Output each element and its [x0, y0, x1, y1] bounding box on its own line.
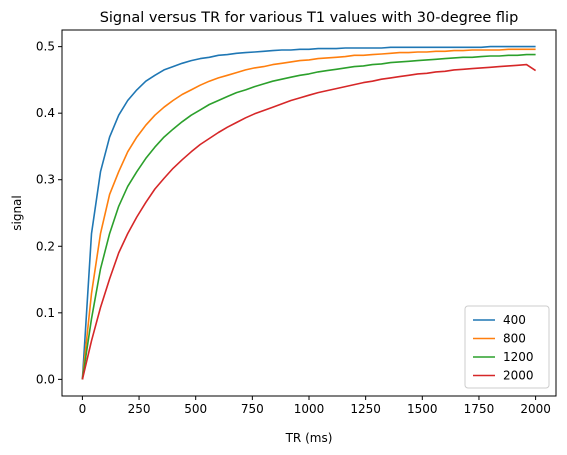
- x-tick-label: 1250: [350, 402, 381, 416]
- y-tick-label: 0.1: [36, 306, 55, 320]
- legend: 400 800 1200 2000: [464, 305, 550, 389]
- x-tick-label: 1750: [464, 402, 495, 416]
- legend-label-400: 400: [503, 313, 526, 327]
- y-tick-label: 0.3: [36, 173, 55, 187]
- series-line-800: [81, 48, 536, 380]
- y-axis-label: signal: [10, 195, 24, 231]
- plot-frame: [61, 29, 557, 397]
- legend-label-1200: 1200: [503, 350, 534, 364]
- y-tick-label: 0.4: [36, 106, 55, 120]
- series-line-400: [81, 45, 536, 380]
- x-tick-label: 0: [79, 402, 87, 416]
- series-line-2000: [81, 63, 537, 380]
- x-tick-label: 2000: [520, 402, 551, 416]
- x-tick-label: 250: [128, 402, 151, 416]
- x-tick-label: 1500: [407, 402, 438, 416]
- legend-box: [464, 305, 550, 389]
- y-tick-label: 0.5: [36, 40, 55, 54]
- x-axis-label: TR (ms): [285, 431, 333, 445]
- y-tick-label: 0.0: [36, 372, 55, 386]
- legend-label-2000: 2000: [503, 369, 534, 383]
- y-tick-label: 0.2: [36, 239, 55, 253]
- y-axis-ticks: 0.0 0.1 0.2 0.3 0.4 0.5: [36, 40, 62, 386]
- x-tick-label: 500: [184, 402, 207, 416]
- x-tick-label: 750: [241, 402, 264, 416]
- series-line-1200: [81, 53, 536, 380]
- x-axis-ticks: 0 250 500 750 1000 1250 1500 1750 2000: [79, 396, 551, 416]
- series-layer: [81, 45, 537, 380]
- chart-title: Signal versus TR for various T1 values w…: [100, 10, 519, 26]
- x-tick-label: 1000: [294, 402, 325, 416]
- legend-label-800: 800: [503, 332, 526, 346]
